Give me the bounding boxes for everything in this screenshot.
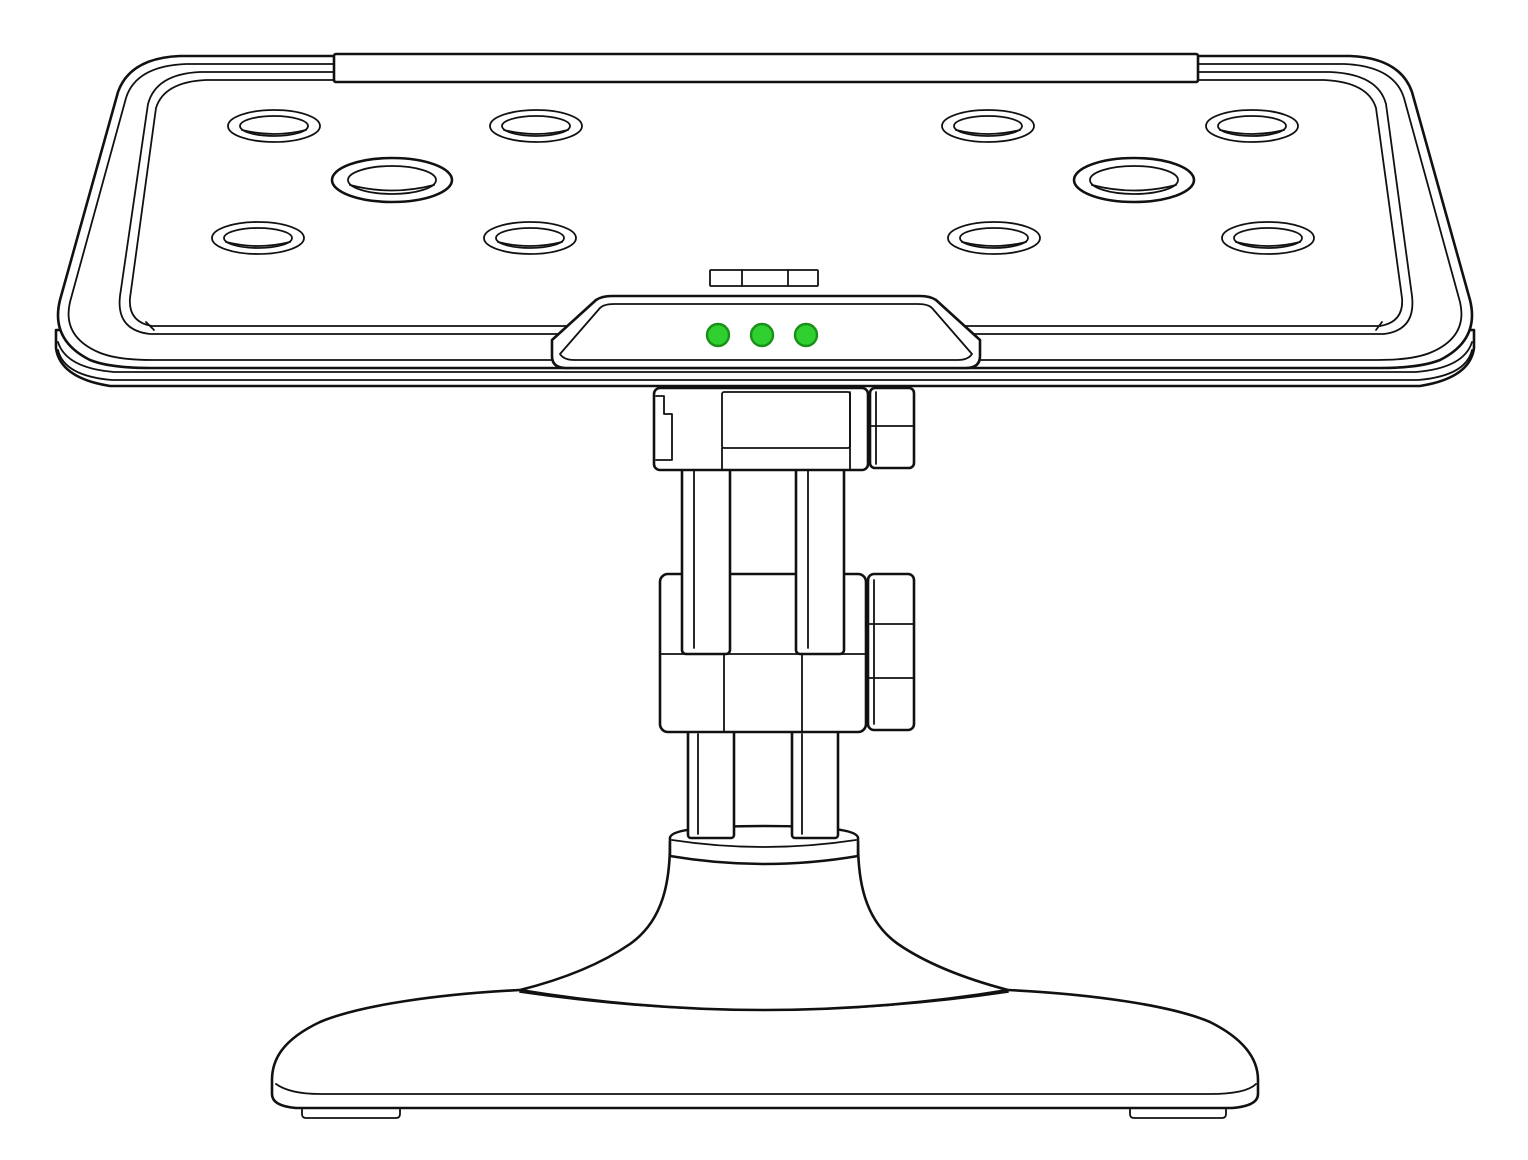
hole-depth	[497, 241, 563, 247]
hole-depth	[225, 241, 291, 247]
hole-inner	[1233, 227, 1303, 249]
base-neck	[518, 840, 1010, 1012]
hole-depth	[349, 184, 435, 192]
large-hole	[330, 156, 454, 204]
indicator-housing	[550, 294, 982, 370]
platform-bevel	[67, 63, 1463, 361]
hole-depth	[961, 241, 1027, 247]
platform-inner-panel	[118, 71, 1414, 335]
platform-top-surface	[56, 54, 1474, 370]
top-joint-clip	[655, 395, 673, 461]
hole-depth	[1219, 129, 1285, 135]
hole-inner	[495, 227, 565, 249]
indicator-light	[749, 322, 775, 348]
platform	[54, 52, 1476, 388]
adjustment-knob-top[interactable]	[868, 386, 916, 470]
hole-rim	[483, 221, 577, 255]
hole-inner	[953, 115, 1023, 137]
hole-inner	[223, 227, 293, 249]
small-hole	[1221, 221, 1315, 255]
large-hole	[1072, 156, 1196, 204]
platform-rim-line	[57, 349, 1473, 381]
hole-rim	[1205, 109, 1299, 143]
connector-tab	[709, 269, 819, 287]
indicator-housing-inner	[559, 303, 973, 361]
top-joint-inner	[721, 391, 851, 449]
platform-rim-line	[57, 341, 1473, 373]
hole-depth	[241, 129, 307, 135]
platform-holes	[211, 109, 1315, 255]
hole-inner	[959, 227, 1029, 249]
base-collar-ring	[671, 839, 857, 848]
small-hole	[941, 109, 1035, 143]
platform-corner-notch	[1375, 321, 1383, 331]
hole-inner	[1217, 115, 1287, 137]
hole-rim	[330, 156, 454, 204]
small-hole	[227, 109, 321, 143]
support-rod	[794, 464, 846, 656]
small-hole	[489, 109, 583, 143]
hole-depth	[1235, 241, 1301, 247]
hole-inner	[501, 115, 571, 137]
base-slab-edge	[275, 1083, 1257, 1095]
adjustment-knob-middle[interactable]	[866, 572, 916, 732]
small-hole	[1205, 109, 1299, 143]
small-hole	[483, 221, 577, 255]
base	[270, 824, 1260, 1119]
indicator-light	[793, 322, 819, 348]
connector-tab-body	[709, 269, 819, 287]
hole-rim	[1221, 221, 1315, 255]
hole-inner	[1089, 165, 1179, 195]
hole-rim	[211, 221, 305, 255]
knob-body	[866, 572, 916, 732]
hole-rim	[947, 221, 1041, 255]
hole-inner	[239, 115, 309, 137]
hole-rim	[941, 109, 1035, 143]
hole-rim	[489, 109, 583, 143]
top-joint	[652, 386, 916, 472]
small-hole	[947, 221, 1041, 255]
support-rod	[680, 464, 732, 656]
knob-body	[868, 386, 916, 470]
support-rod	[686, 728, 736, 840]
indicator-lights	[705, 322, 819, 348]
lower-support-rods	[686, 728, 840, 840]
platform-top-rail	[332, 52, 1200, 84]
platform-corner-notch	[145, 321, 155, 331]
hole-inner	[347, 165, 437, 195]
small-hole	[211, 221, 305, 255]
hole-depth	[1091, 184, 1177, 192]
hole-depth	[955, 129, 1021, 135]
base-slab	[270, 988, 1260, 1110]
indicator-light	[705, 322, 731, 348]
support-rod	[790, 728, 840, 840]
hole-depth	[503, 129, 569, 135]
hole-rim	[227, 109, 321, 143]
base-neck-seam	[519, 991, 1009, 1011]
hole-rim	[1072, 156, 1196, 204]
